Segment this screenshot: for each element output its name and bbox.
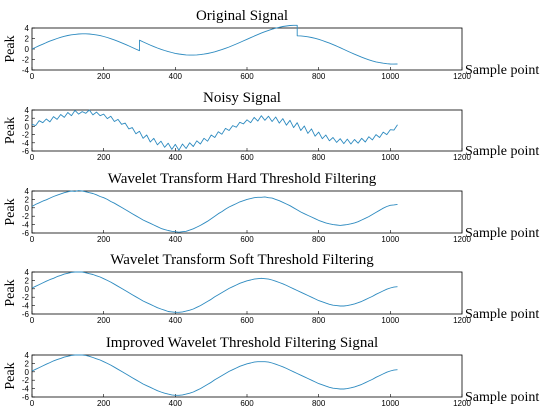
y-tick-label: -2 xyxy=(22,131,30,140)
chart-panel-3: Wavelet Transform Hard Threshold Filteri… xyxy=(3,171,539,244)
x-tick-label: 200 xyxy=(97,72,111,81)
x-tick-label: 1200 xyxy=(453,153,471,162)
x-tick-label: 400 xyxy=(169,72,183,81)
y-tick-label: -6 xyxy=(22,147,30,156)
y-tick-label: 0 xyxy=(25,204,30,213)
x-tick-label: 0 xyxy=(30,316,35,325)
y-tick-label: -2 xyxy=(22,212,30,221)
x-tick-label: 200 xyxy=(97,399,111,408)
y-tick-label: 0 xyxy=(25,45,30,54)
signal-line xyxy=(31,354,398,396)
x-tick-label: 600 xyxy=(240,399,254,408)
plot-frame xyxy=(31,109,463,152)
y-axis-label: Peak xyxy=(3,198,18,225)
x-tick-label: 1200 xyxy=(453,72,471,81)
x-tick-label: 800 xyxy=(312,235,326,244)
chart-title: Wavelet Transform Soft Threshold Filteri… xyxy=(110,252,374,268)
x-axis-label: Sample point xyxy=(465,226,539,241)
chart-title: Original Signal xyxy=(196,8,288,24)
y-tick-label: 0 xyxy=(25,285,30,294)
x-tick-label: 400 xyxy=(169,399,183,408)
y-tick-label: -2 xyxy=(22,56,30,65)
x-tick-label: 200 xyxy=(97,316,111,325)
x-axis-label: Sample point xyxy=(465,63,539,78)
plot-frame xyxy=(31,271,463,315)
y-tick-label: 2 xyxy=(25,276,30,285)
x-tick-label: 1200 xyxy=(453,235,471,244)
y-tick-label: -4 xyxy=(22,66,30,75)
signal-line xyxy=(31,271,398,313)
chart-title: Improved Wavelet Threshold Filtering Sig… xyxy=(106,335,378,351)
y-tick-label: 2 xyxy=(25,114,30,123)
signal-line xyxy=(31,190,398,233)
chart-panel-5: Improved Wavelet Threshold Filtering Sig… xyxy=(3,335,539,408)
x-axis-label: Sample point xyxy=(465,390,539,405)
x-axis-label: Sample point xyxy=(465,307,539,322)
x-tick-label: 0 xyxy=(30,399,35,408)
x-tick-label: 800 xyxy=(312,153,326,162)
x-tick-label: 600 xyxy=(240,235,254,244)
y-tick-label: 0 xyxy=(25,122,30,131)
x-tick-label: 400 xyxy=(169,153,183,162)
x-tick-label: 0 xyxy=(30,153,35,162)
chart-panel-4: Wavelet Transform Soft Threshold Filteri… xyxy=(3,252,539,325)
x-tick-label: 1000 xyxy=(381,72,399,81)
y-tick-label: 2 xyxy=(25,195,30,204)
x-tick-label: 400 xyxy=(169,235,183,244)
y-tick-label: 4 xyxy=(25,268,30,277)
y-axis-label: Peak xyxy=(3,362,18,389)
x-tick-label: 0 xyxy=(30,72,35,81)
x-axis-label: Sample point xyxy=(465,144,539,159)
y-axis-label: Peak xyxy=(3,117,18,144)
y-tick-label: 4 xyxy=(25,24,30,33)
x-tick-label: 1000 xyxy=(381,399,399,408)
x-tick-label: 1200 xyxy=(453,316,471,325)
y-tick-label: 2 xyxy=(25,359,30,368)
x-tick-label: 800 xyxy=(312,72,326,81)
x-tick-label: 800 xyxy=(312,399,326,408)
x-tick-label: 200 xyxy=(97,235,111,244)
y-tick-label: -4 xyxy=(22,385,30,394)
y-tick-label: 4 xyxy=(25,106,30,115)
y-tick-label: -4 xyxy=(22,139,30,148)
x-tick-label: 600 xyxy=(240,316,254,325)
y-tick-label: 4 xyxy=(25,351,30,360)
x-tick-label: 1000 xyxy=(381,153,399,162)
x-tick-label: 1200 xyxy=(453,399,471,408)
y-tick-label: 2 xyxy=(25,35,30,44)
y-tick-label: -6 xyxy=(22,310,30,319)
x-tick-label: 600 xyxy=(240,153,254,162)
y-tick-label: -6 xyxy=(22,229,30,238)
y-tick-label: -2 xyxy=(22,293,30,302)
y-tick-label: 0 xyxy=(25,368,30,377)
y-axis-label: Peak xyxy=(3,35,18,62)
signal-line xyxy=(31,109,398,151)
plot-frame xyxy=(31,354,463,398)
y-tick-label: -2 xyxy=(22,376,30,385)
plot-frame xyxy=(31,190,463,234)
signal-line xyxy=(31,24,398,65)
x-tick-label: 800 xyxy=(312,316,326,325)
chart-title: Noisy Signal xyxy=(203,90,281,106)
x-tick-label: 600 xyxy=(240,72,254,81)
x-tick-label: 200 xyxy=(97,153,111,162)
plot-frame xyxy=(31,27,463,71)
y-axis-label: Peak xyxy=(3,279,18,306)
y-tick-label: -6 xyxy=(22,393,30,402)
y-tick-label: -4 xyxy=(22,302,30,311)
x-tick-label: 0 xyxy=(30,235,35,244)
chart-title: Wavelet Transform Hard Threshold Filteri… xyxy=(108,171,377,187)
x-tick-label: 1000 xyxy=(381,316,399,325)
x-tick-label: 400 xyxy=(169,316,183,325)
y-tick-label: 4 xyxy=(25,187,30,196)
x-tick-label: 1000 xyxy=(381,235,399,244)
y-tick-label: -4 xyxy=(22,221,30,230)
